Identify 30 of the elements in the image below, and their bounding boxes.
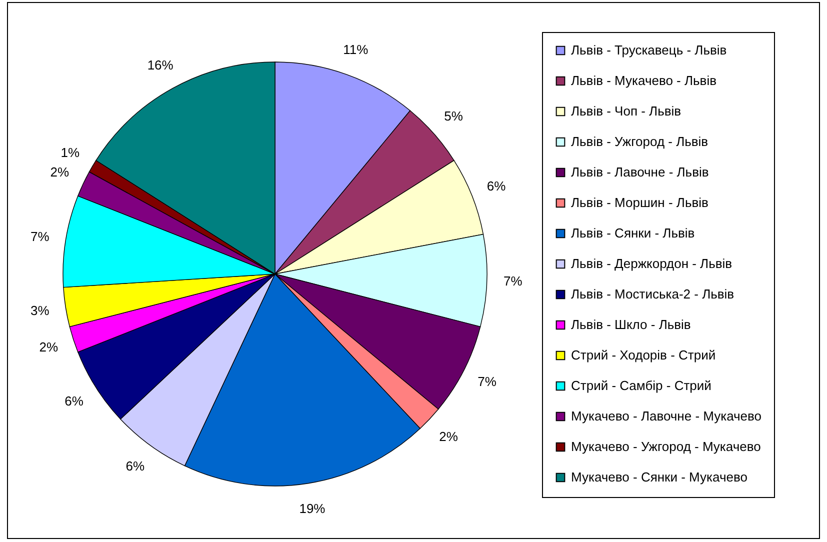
legend-label: Львів - Трускавець - Львів [571,42,727,58]
legend-label: Львів - Мукачево - Львів [571,73,717,88]
data-label: 16% [147,57,174,72]
legend-label: Львів - Моршин - Львів [571,195,709,210]
data-label: 2% [439,428,458,444]
legend-label: Мукачево - Лавочне - Мукачево [571,408,762,424]
legend-label: Стрий - Самбір - Стрий [571,378,712,393]
data-label: 6% [486,178,506,194]
legend-label: Львів - Чоп - Львів [571,104,682,118]
data-label: 7% [503,273,523,288]
data-label: 7% [30,228,50,244]
legend-label: Стрий - Ходорів - Стрий [571,348,716,362]
legend-label: Львів - Ужгород - Львів [571,134,708,149]
data-label: 2% [39,340,58,355]
data-label: 2% [50,164,70,180]
data-label: 6% [64,394,84,409]
legend-label: Львів - Мостиська-2 - Львів [571,286,734,302]
data-label: 1% [60,144,80,160]
legend-label: Львів - Сянки - Львів [571,226,695,240]
legend-label: Мукачево - Сянки - Мукачево [571,470,748,484]
data-label: 5% [444,108,464,124]
data-label: 3% [30,303,50,318]
legend-label: Львів - Шкло - Львів [571,317,691,332]
legend-label: Львів - Лавочне - Львів [571,164,709,180]
data-label: 6% [126,458,145,474]
legend-label: Львів - Держкордон - Львів [571,256,732,271]
data-label: 7% [478,374,497,390]
legend-label: Мукачево - Ужгород - Мукачево [571,439,761,454]
data-label: 11% [343,42,369,58]
data-label: 19% [299,501,326,516]
